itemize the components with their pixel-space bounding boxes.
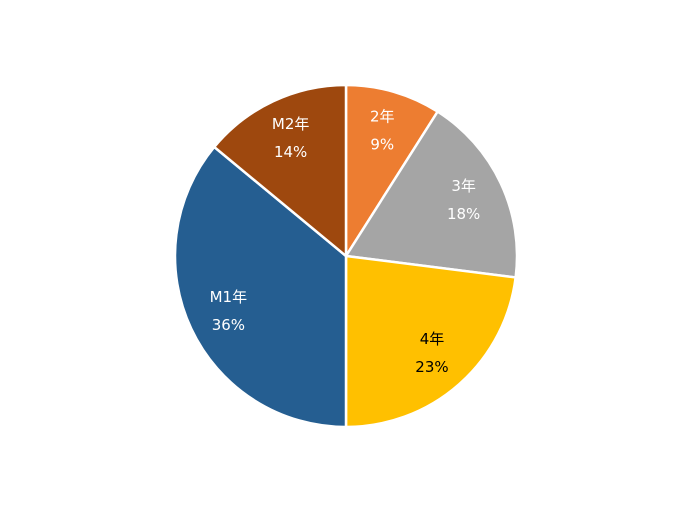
slice-category-label: 3年	[451, 177, 476, 195]
slice-category-label: M1年	[210, 288, 248, 306]
slice-category-label: M2年	[272, 115, 310, 133]
pie-slice	[344, 83, 440, 261]
slice-value-label: 9%	[370, 136, 394, 154]
slice-value-label: 23%	[415, 358, 448, 376]
slice-value-label: 36%	[212, 316, 245, 334]
slice-value-label: 14%	[274, 143, 307, 161]
pie-slice	[343, 109, 519, 279]
slice-category-label: 4年	[420, 330, 445, 348]
pie-slice	[212, 83, 348, 259]
slice-category-label: 2年	[370, 108, 395, 126]
pie-slice	[344, 254, 518, 429]
slice-value-label: 18%	[447, 205, 480, 223]
pie-slice	[173, 145, 348, 429]
